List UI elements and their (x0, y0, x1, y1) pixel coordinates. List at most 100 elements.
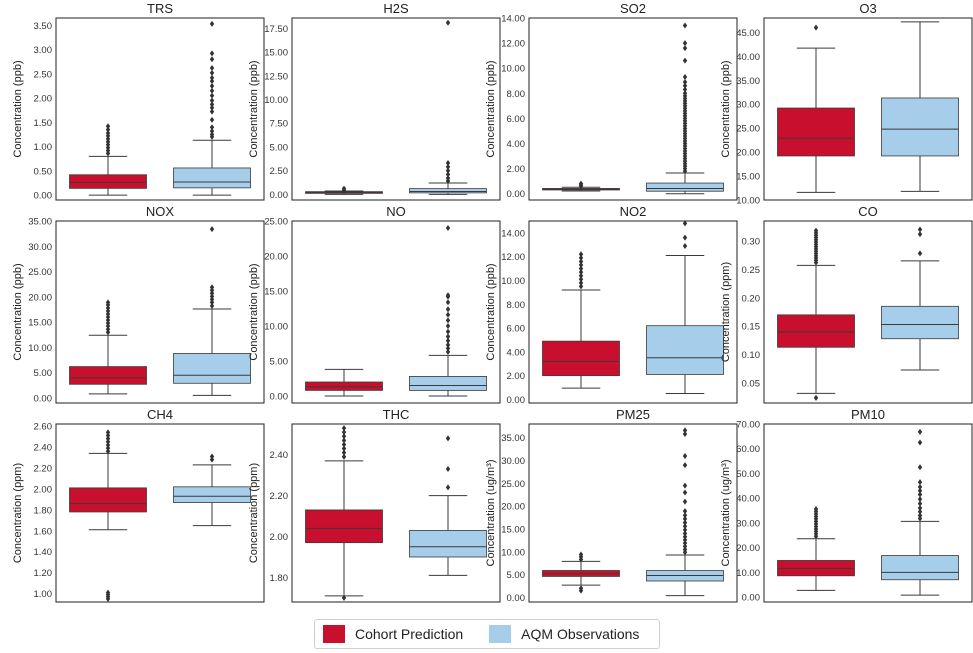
y-axis-label-ch4: Concentration (ppm) (12, 463, 24, 563)
outlier-point (682, 523, 688, 530)
outlier-point (209, 296, 215, 303)
outlier-point (682, 540, 688, 547)
outlier-point (445, 484, 451, 491)
outlier-point (682, 57, 688, 64)
y-tick-label: 15.00 (28, 318, 52, 329)
outlier-point (917, 505, 923, 512)
y-tick-label: 0.30 (742, 236, 761, 247)
y-tick-label: 0.10 (742, 350, 761, 361)
y-tick-label: 35.00 (501, 433, 525, 444)
panel-frame-pm25 (528, 423, 738, 603)
y-tick-label: 3.00 (34, 45, 53, 56)
outlier-point (917, 250, 923, 257)
y-tick-label: 25.00 (264, 217, 288, 228)
box (646, 325, 724, 375)
outlier-point (682, 519, 688, 526)
outlier-point (445, 175, 451, 182)
panel-title-thc: THC (383, 407, 410, 422)
panel-frame-so2 (528, 17, 738, 201)
y-tick-label: 7.50 (270, 119, 289, 130)
panel-frame-h2s (291, 17, 501, 201)
outlier-point (682, 242, 688, 249)
box (173, 167, 251, 189)
y-tick-label: 0.50 (34, 166, 53, 177)
outlier-point (445, 341, 451, 348)
y-tick-label: 70.00 (736, 420, 760, 431)
y-tick-label: 1.20 (34, 568, 53, 579)
y-tick-label: 3.50 (34, 21, 53, 32)
box (173, 353, 251, 384)
y-tick-label: 0.00 (507, 395, 526, 406)
panel-frame-pm10 (763, 423, 973, 603)
outlier-point (445, 323, 451, 329)
outlier-point (209, 116, 215, 123)
outlier-point (445, 348, 451, 355)
y-tick-label: 2.00 (34, 484, 53, 495)
y-tick-label: 50.00 (736, 469, 760, 480)
y-tick-label: 5.00 (270, 142, 289, 153)
panel-frame-no (291, 220, 501, 404)
outlier-point (682, 73, 688, 80)
outlier-point (682, 536, 688, 543)
box (69, 487, 147, 513)
outlier-point (578, 551, 584, 558)
outlier-point (813, 24, 819, 31)
outlier-point (209, 104, 215, 111)
box (173, 486, 251, 503)
panel-frame-ch4 (55, 423, 265, 603)
y-tick-label: 2.40 (270, 450, 289, 461)
outlier-point (209, 101, 215, 108)
outlier-point (917, 512, 923, 519)
y-tick-label: 30.00 (501, 456, 525, 467)
outlier-point (578, 279, 584, 286)
y-tick-label: 2.00 (507, 371, 526, 382)
outlier-point (105, 326, 111, 333)
panel-frame-thc (291, 423, 501, 603)
y-tick-label: 2.00 (507, 164, 526, 175)
y-tick-label: 40.00 (736, 52, 760, 63)
outlier-point (209, 20, 215, 27)
outlier-point (209, 299, 215, 306)
y-tick-label: 10.00 (28, 343, 52, 354)
y-tick-label: 20.00 (736, 543, 760, 554)
y-tick-label: 15.00 (736, 172, 760, 183)
y-tick-label: 8.00 (507, 89, 526, 100)
y-axis-label-nox: Concentration (ppb) (12, 263, 24, 360)
y-tick-label: 8.00 (507, 300, 526, 311)
outlier-point (105, 429, 111, 436)
outlier-point (813, 394, 819, 401)
outlier-point (105, 329, 111, 336)
outlier-point (578, 283, 584, 290)
outlier-point (445, 167, 451, 174)
y-tick-label: 0.00 (507, 189, 526, 200)
panel-title-o3: O3 (859, 1, 876, 16)
outlier-point (682, 82, 688, 89)
legend-item-aqm: AQM Observations (489, 625, 639, 643)
y-tick-label: 30.00 (28, 242, 52, 253)
y-axis-label-co: Concentration (ppm) (720, 262, 732, 362)
outlier-point (445, 292, 451, 299)
y-tick-label: 1.00 (34, 589, 53, 600)
y-axis-label-so2: Concentration (ppb) (485, 60, 497, 157)
outlier-point (209, 92, 215, 99)
panel-title-co: CO (858, 204, 878, 219)
outlier-point (341, 441, 347, 448)
outlier-point (682, 512, 688, 519)
legend-swatch-cohort (323, 625, 345, 643)
outlier-point (105, 311, 111, 318)
y-tick-label: 30.00 (736, 100, 760, 111)
y-tick-label: 35.00 (736, 76, 760, 87)
outlier-point (209, 56, 215, 63)
outlier-point (445, 328, 451, 335)
outlier-point (578, 265, 584, 272)
outlier-point (445, 160, 451, 167)
y-tick-label: 0.00 (34, 191, 53, 202)
y-tick-label: 20.00 (736, 148, 760, 159)
outlier-point (445, 311, 451, 318)
outlier-point (105, 304, 111, 311)
y-tick-label: 0.15 (742, 322, 761, 333)
outlier-point (578, 276, 584, 283)
y-tick-label: 1.50 (34, 118, 53, 129)
box (646, 182, 724, 192)
